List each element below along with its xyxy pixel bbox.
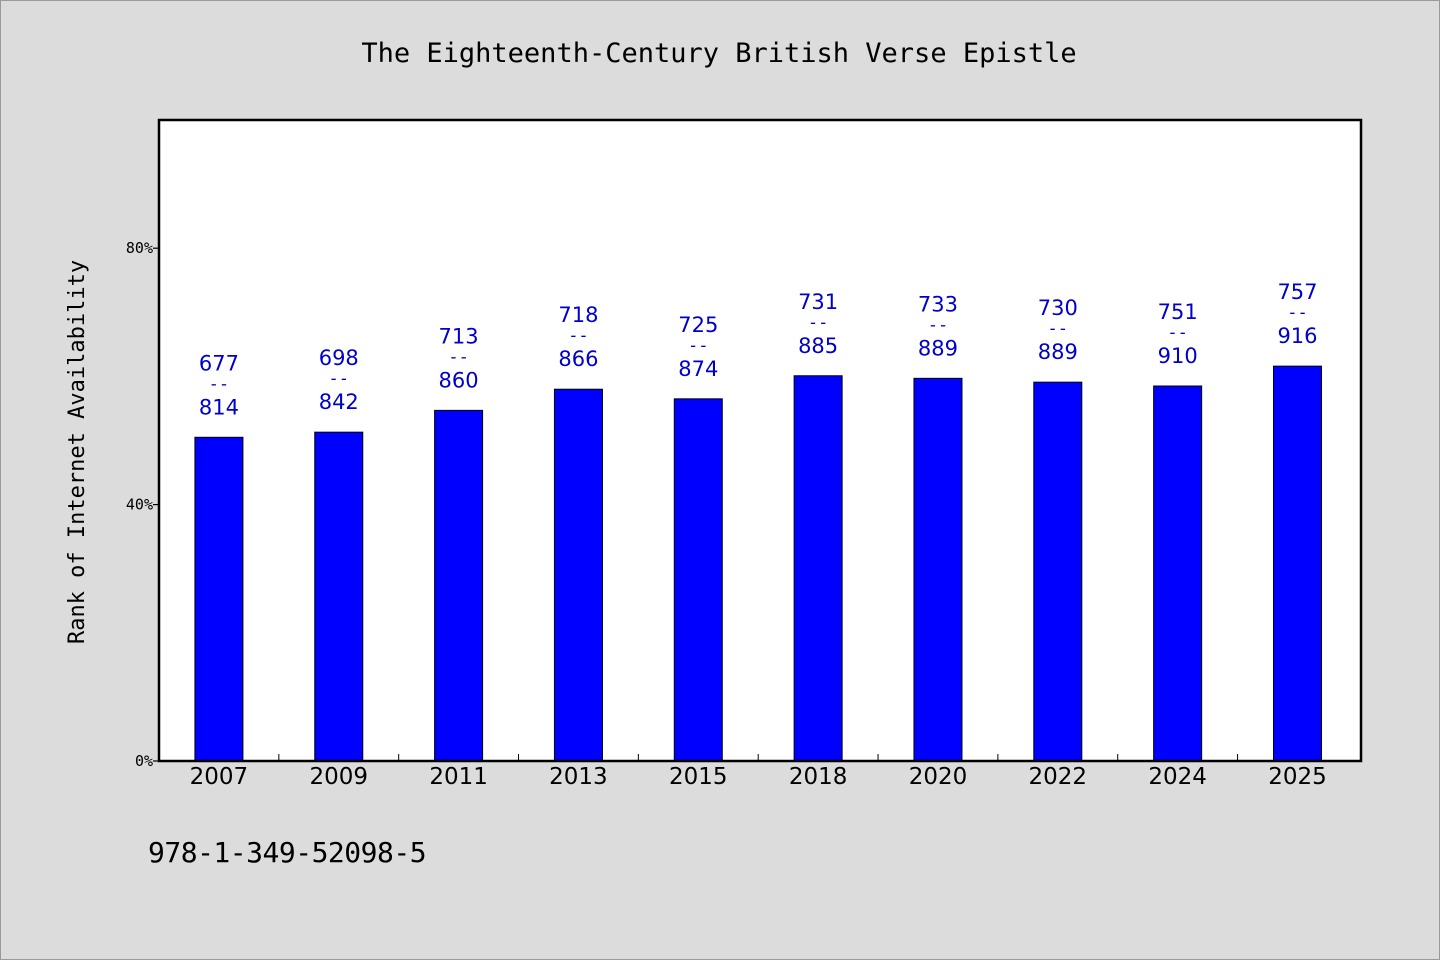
y-tick-label: 40% bbox=[126, 496, 153, 514]
bar-label-sep-2020: -- bbox=[928, 315, 948, 335]
bar-2009 bbox=[314, 431, 364, 762]
isbn-footnote: 978-1-349-52098-5 bbox=[148, 836, 427, 869]
bar-label-bottom-2024: 910 bbox=[1158, 344, 1198, 368]
bar-2013 bbox=[553, 388, 603, 762]
bar-label-sep-2022: -- bbox=[1048, 319, 1068, 339]
x-tick-label-2018: 2018 bbox=[789, 764, 848, 790]
bar-label-sep-2013: -- bbox=[568, 326, 588, 346]
bar-labels-layer: 677--814698--842713--860718--866725--874… bbox=[199, 280, 1318, 419]
x-tick-label-2011: 2011 bbox=[429, 764, 488, 790]
bar-label-bottom-2020: 889 bbox=[918, 336, 958, 360]
bar-label-sep-2025: -- bbox=[1287, 303, 1307, 323]
bar-label-sep-2009: -- bbox=[329, 369, 349, 389]
bar-label-bottom-2009: 842 bbox=[319, 390, 359, 414]
bar-label-top-2025: 757 bbox=[1277, 280, 1317, 304]
bar-2018 bbox=[793, 375, 843, 762]
y-tick-label: 0% bbox=[135, 752, 153, 770]
bar-label-bottom-2007: 814 bbox=[199, 395, 239, 419]
bar-label-bottom-2018: 885 bbox=[798, 334, 838, 358]
y-tick-label: 80% bbox=[126, 239, 153, 257]
bar-label-bottom-2013: 866 bbox=[558, 347, 598, 371]
x-tick-label-2025: 2025 bbox=[1268, 764, 1327, 790]
bar-label-top-2018: 731 bbox=[798, 290, 838, 314]
bar-label-bottom-2011: 860 bbox=[439, 368, 479, 392]
x-tick-label-2015: 2015 bbox=[669, 764, 728, 790]
bar-label-sep-2024: -- bbox=[1167, 323, 1187, 343]
bar-2011 bbox=[434, 409, 484, 762]
bar-label-bottom-2015: 874 bbox=[678, 357, 718, 381]
bars-layer bbox=[194, 365, 1322, 762]
plot-border bbox=[157, 118, 1363, 763]
bar-label-top-2007: 677 bbox=[199, 351, 239, 375]
x-tick-label-2024: 2024 bbox=[1148, 764, 1207, 790]
bar-label-top-2009: 698 bbox=[319, 346, 359, 370]
bar-label-sep-2018: -- bbox=[808, 313, 828, 333]
bar-label-bottom-2025: 916 bbox=[1277, 324, 1317, 348]
bar-2024 bbox=[1153, 385, 1203, 762]
bar-label-top-2022: 730 bbox=[1038, 296, 1078, 320]
bar-label-top-2020: 733 bbox=[918, 292, 958, 316]
x-tick-label-2022: 2022 bbox=[1029, 764, 1088, 790]
x-tick-label-2013: 2013 bbox=[549, 764, 608, 790]
bar-label-top-2013: 718 bbox=[558, 303, 598, 327]
bar-label-sep-2011: -- bbox=[448, 347, 468, 367]
bar-2015 bbox=[673, 398, 723, 762]
axes: 2007 2009 2011 2013 2015 2018 2020 2022 2024 2025… bbox=[126, 239, 1327, 790]
x-tick-label-2020: 2020 bbox=[909, 764, 968, 790]
bar-2022 bbox=[1033, 381, 1083, 762]
x-tick-label-2007: 2007 bbox=[190, 764, 249, 790]
bar-2007 bbox=[194, 436, 244, 762]
bar-label-top-2015: 725 bbox=[678, 313, 718, 337]
bar-2020 bbox=[913, 377, 963, 762]
bar-label-top-2011: 713 bbox=[439, 324, 479, 348]
x-tick-label-2009: 2009 bbox=[309, 764, 368, 790]
bar-2025 bbox=[1272, 365, 1322, 762]
bar-label-bottom-2022: 889 bbox=[1038, 340, 1078, 364]
bar-label-top-2024: 751 bbox=[1158, 300, 1198, 324]
bar-label-sep-2015: -- bbox=[688, 336, 708, 356]
bar-label-sep-2007: -- bbox=[209, 374, 229, 394]
y-axis-label: Rank of Internet Availability bbox=[65, 260, 90, 644]
chart-title: The Eighteenth-Century British Verse Epi… bbox=[361, 38, 1076, 69]
